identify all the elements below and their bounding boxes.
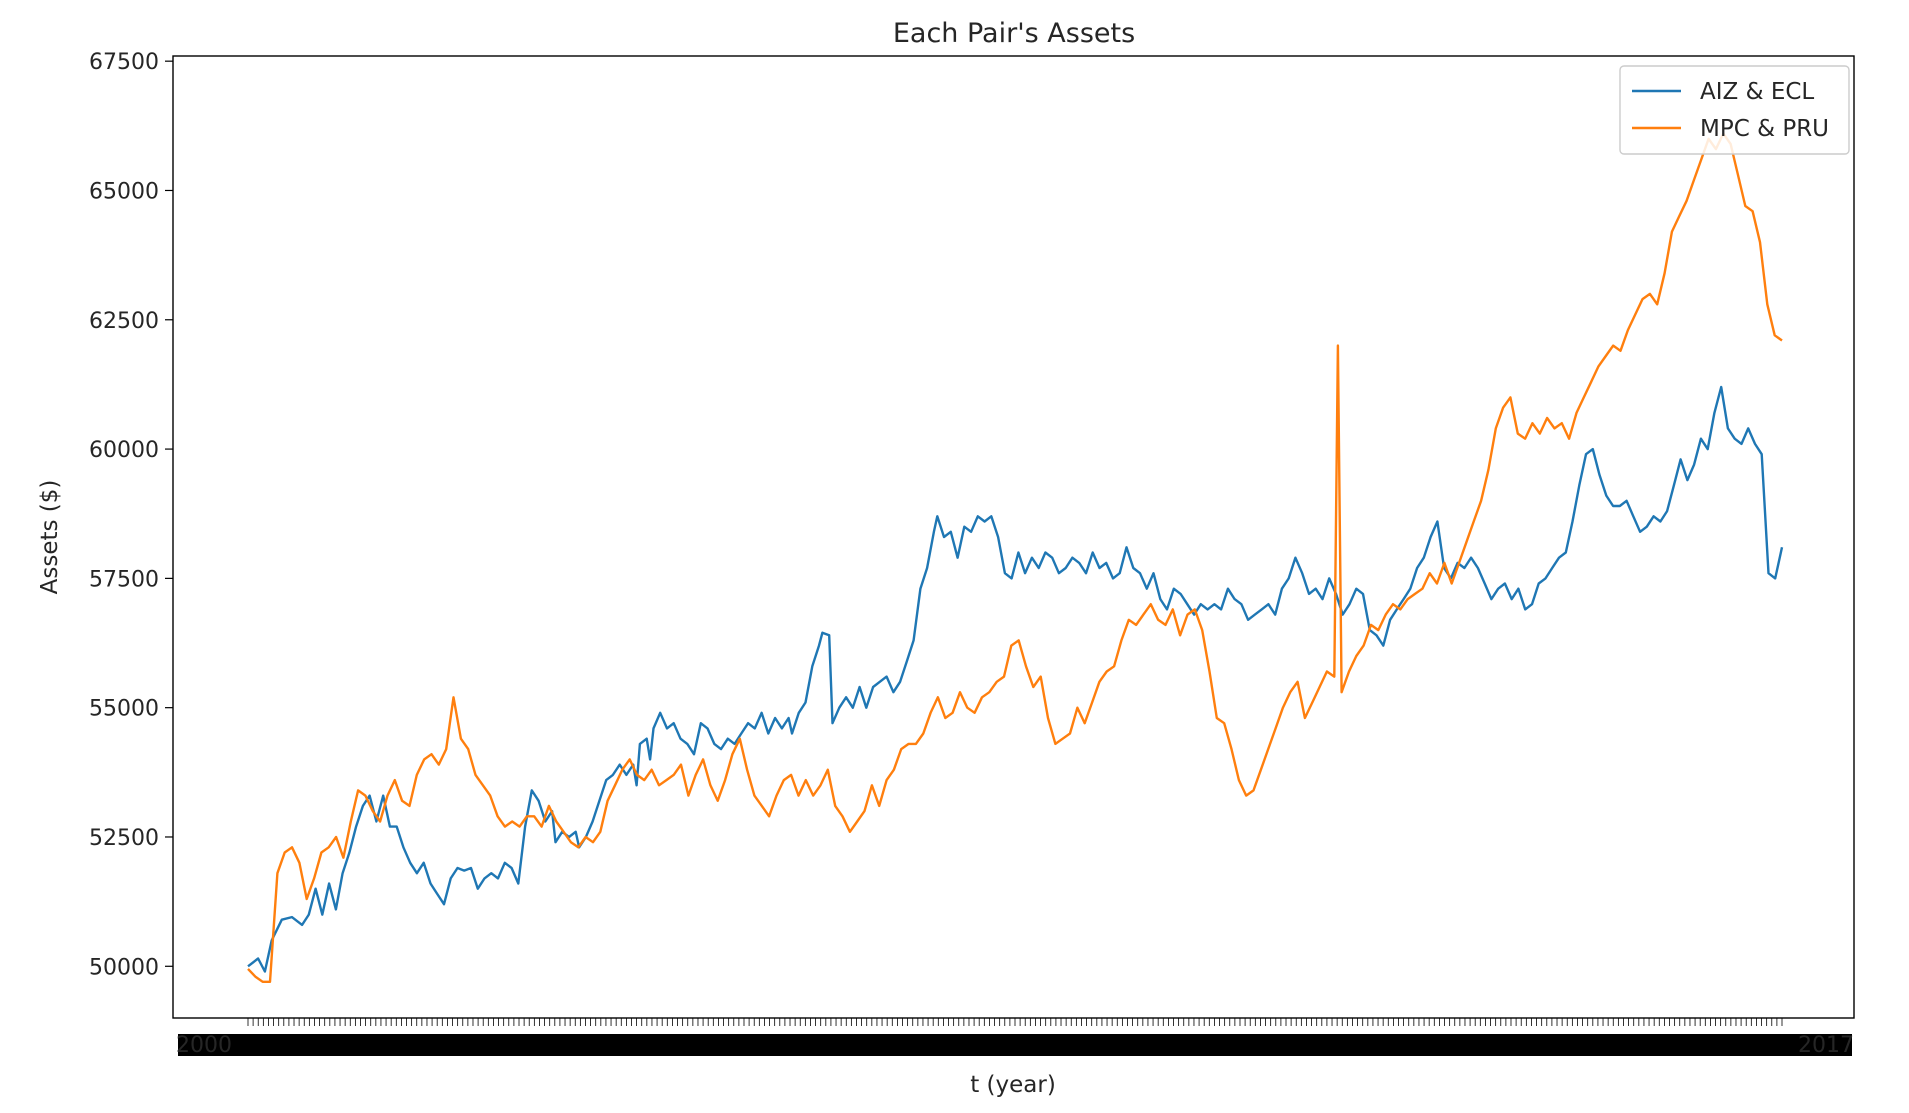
chart-title: Each Pair's Assets [893,18,1135,49]
y-tick-label: 62500 [89,309,159,334]
y-tick-label: 50000 [89,955,159,980]
y-tick-label: 57500 [89,567,159,592]
y-tick-label: 55000 [89,697,159,722]
y-tick-label: 52500 [89,826,159,851]
legend: AIZ & ECL MPC & PRU [1619,65,1850,155]
x-tick-label-first: 2000 [176,1033,232,1058]
y-axis-label: Assets ($) [37,480,63,595]
y-axis: 50000 52500 55000 57500 60000 62500 65000 67500 [89,50,173,980]
x-axis-label: t (year) [970,1072,1056,1098]
plot-lines [247,132,1784,983]
x-tick-label-band [178,1034,1852,1056]
legend-label-aiz-ecl: AIZ & ECL [1700,79,1814,105]
y-tick-label: 65000 [89,179,159,204]
x-tick-label-last: 2017 [1798,1033,1854,1058]
legend-frame [1619,65,1850,155]
series-line-aiz-ecl [247,385,1784,973]
y-tick-label: 67500 [89,50,159,75]
y-tick-label: 60000 [89,438,159,463]
x-axis: 2000 2017 [176,1018,1854,1058]
plot-frame [172,55,1855,1019]
series-line-mpc-pru [247,132,1783,983]
legend-label-mpc-pru: MPC & PRU [1700,116,1829,142]
